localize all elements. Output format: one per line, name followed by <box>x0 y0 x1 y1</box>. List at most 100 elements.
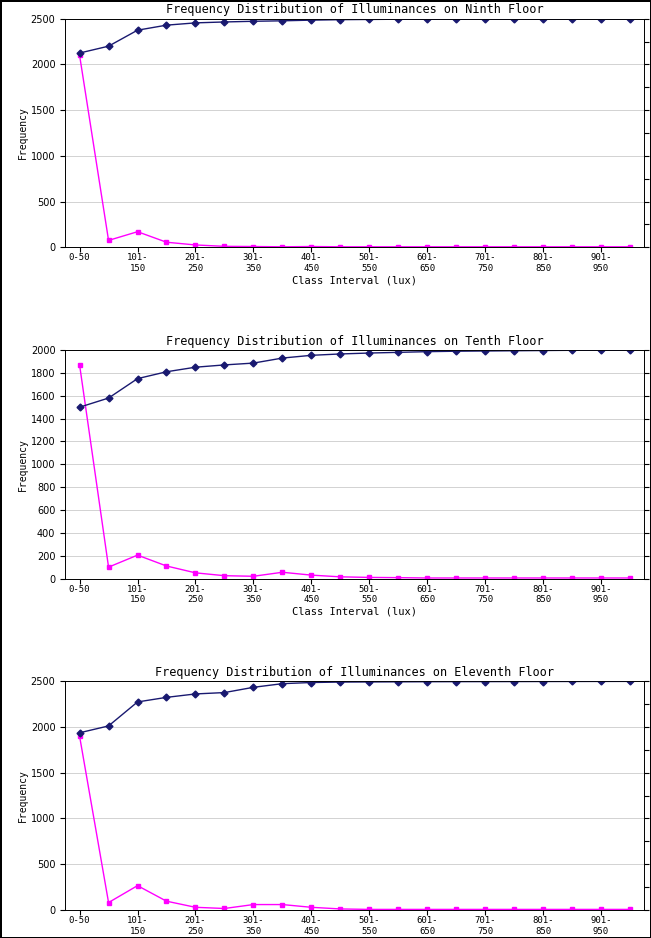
Cumulative Percent <box>133 24 141 36</box>
Frequency <box>133 226 141 237</box>
Title: Frequency Distribution of Illuminances on Eleventh Floor: Frequency Distribution of Illuminances o… <box>156 666 554 679</box>
Cumulative Percent <box>221 16 229 27</box>
Frequency <box>452 241 460 252</box>
Frequency <box>539 572 547 583</box>
Frequency <box>597 572 605 583</box>
Cumulative Percent <box>163 20 171 31</box>
Frequency <box>539 241 547 252</box>
Frequency <box>423 572 431 583</box>
Cumulative Percent <box>597 13 605 24</box>
Cumulative Percent <box>279 15 286 26</box>
Cumulative Percent <box>133 373 141 385</box>
Title: Frequency Distribution of Illuminances on Ninth Floor: Frequency Distribution of Illuminances o… <box>166 3 544 16</box>
Cumulative Percent <box>568 676 576 688</box>
Frequency <box>568 904 576 915</box>
X-axis label: Class Interval (lux): Class Interval (lux) <box>292 607 417 617</box>
Cumulative Percent <box>510 13 518 24</box>
Frequency <box>307 901 315 913</box>
Frequency <box>365 572 373 583</box>
Frequency <box>365 904 373 915</box>
Y-axis label: Frequency: Frequency <box>18 769 28 822</box>
Cumulative Percent <box>105 392 113 403</box>
Frequency <box>395 904 402 915</box>
Frequency <box>395 241 402 252</box>
Cumulative Percent <box>626 675 634 687</box>
Cumulative Percent <box>365 14 373 25</box>
Frequency <box>133 880 141 891</box>
Frequency <box>597 241 605 252</box>
Cumulative Percent <box>221 687 229 698</box>
Line: Cumulative Percent: Cumulative Percent <box>77 348 632 410</box>
Cumulative Percent <box>481 676 489 688</box>
Cumulative Percent <box>337 14 344 25</box>
Frequency <box>481 241 489 252</box>
Cumulative Percent <box>163 691 171 703</box>
Cumulative Percent <box>76 48 83 59</box>
Cumulative Percent <box>249 16 257 27</box>
Cumulative Percent <box>423 346 431 357</box>
Cumulative Percent <box>626 13 634 24</box>
Cumulative Percent <box>279 678 286 689</box>
Cumulative Percent <box>249 357 257 369</box>
Frequency <box>510 241 518 252</box>
Frequency <box>191 567 199 579</box>
Frequency <box>249 570 257 582</box>
Frequency <box>249 241 257 252</box>
Cumulative Percent <box>307 677 315 688</box>
Cumulative Percent <box>365 676 373 688</box>
Frequency <box>307 241 315 252</box>
Cumulative Percent <box>76 727 83 738</box>
Cumulative Percent <box>597 675 605 687</box>
Cumulative Percent <box>452 345 460 356</box>
Y-axis label: Frequency: Frequency <box>18 438 28 491</box>
Frequency <box>423 241 431 252</box>
Frequency <box>481 904 489 915</box>
Cumulative Percent <box>423 676 431 688</box>
Cumulative Percent <box>163 366 171 377</box>
Frequency <box>365 241 373 252</box>
Frequency <box>76 359 83 371</box>
Cumulative Percent <box>452 676 460 688</box>
Frequency <box>191 239 199 250</box>
Line: Frequency: Frequency <box>77 362 632 581</box>
Cumulative Percent <box>597 344 605 356</box>
Line: Frequency: Frequency <box>77 53 632 250</box>
Frequency <box>191 901 199 913</box>
Frequency <box>249 899 257 910</box>
Frequency <box>76 731 83 742</box>
Frequency <box>539 904 547 915</box>
Line: Cumulative Percent: Cumulative Percent <box>77 16 632 55</box>
Frequency <box>337 571 344 582</box>
Frequency <box>133 550 141 561</box>
Cumulative Percent <box>539 676 547 688</box>
Frequency <box>105 562 113 573</box>
Frequency <box>337 241 344 252</box>
Cumulative Percent <box>337 348 344 359</box>
Cumulative Percent <box>337 676 344 688</box>
Frequency <box>337 903 344 915</box>
Cumulative Percent <box>423 13 431 24</box>
Frequency <box>163 236 171 248</box>
Frequency <box>105 234 113 246</box>
Frequency <box>279 567 286 578</box>
Frequency <box>279 241 286 252</box>
Cumulative Percent <box>279 353 286 364</box>
Frequency <box>221 570 229 582</box>
Frequency <box>163 896 171 907</box>
Cumulative Percent <box>395 347 402 358</box>
Frequency <box>76 50 83 61</box>
Frequency <box>163 560 171 571</box>
Cumulative Percent <box>481 345 489 356</box>
Frequency <box>626 241 634 252</box>
Cumulative Percent <box>307 14 315 25</box>
Cumulative Percent <box>568 344 576 356</box>
Cumulative Percent <box>105 40 113 52</box>
Frequency <box>568 241 576 252</box>
Frequency <box>510 904 518 915</box>
Title: Frequency Distribution of Illuminances on Tenth Floor: Frequency Distribution of Illuminances o… <box>166 335 544 347</box>
Frequency <box>626 904 634 915</box>
Frequency <box>105 897 113 908</box>
Cumulative Percent <box>191 361 199 372</box>
Frequency <box>452 904 460 915</box>
Frequency <box>626 572 634 583</box>
